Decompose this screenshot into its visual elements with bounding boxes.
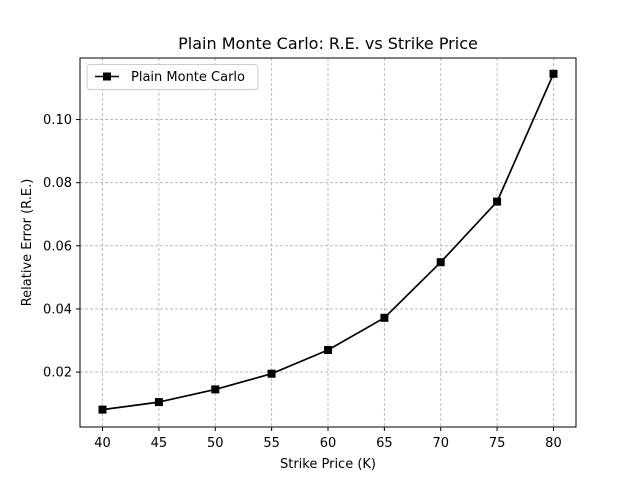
x-tick-label: 80 <box>545 436 562 451</box>
data-point-marker <box>380 313 389 322</box>
data-point-marker <box>98 405 107 414</box>
legend: Plain Monte Carlo <box>86 64 259 90</box>
data-point-marker <box>549 69 558 78</box>
x-tick-label: 70 <box>432 436 449 451</box>
legend-label: Plain Monte Carlo <box>131 70 245 85</box>
data-point-marker <box>267 369 276 378</box>
y-axis: 0.02 0.04 0.06 0.08 0.10 <box>43 113 80 381</box>
chart-title: Plain Monte Carlo: R.E. vs Strike Price <box>178 34 478 53</box>
data-point-marker <box>211 385 220 394</box>
x-tick-label: 65 <box>376 436 393 451</box>
y-tick-label: 0.08 <box>43 176 72 191</box>
data-point-marker <box>436 258 445 267</box>
legend-box <box>86 64 259 90</box>
x-axis: 40 45 50 55 60 65 70 75 80 <box>94 427 562 451</box>
series-layer <box>98 69 558 414</box>
y-axis-title: Relative Error (R.E.) <box>20 179 35 307</box>
y-tick-label: 0.02 <box>43 366 72 381</box>
y-tick-label: 0.06 <box>43 239 72 254</box>
x-tick-label: 75 <box>489 436 506 451</box>
legend-marker-square <box>103 72 111 81</box>
data-point-marker <box>324 346 332 354</box>
x-tick-label: 50 <box>207 436 224 451</box>
y-tick-label: 0.04 <box>43 302 72 317</box>
grid <box>80 58 576 427</box>
x-tick-label: 60 <box>320 436 337 451</box>
y-tick-label: 0.10 <box>43 113 72 128</box>
data-point-marker <box>493 197 502 206</box>
x-axis-title: Strike Price (K) <box>280 457 376 472</box>
x-tick-label: 40 <box>94 436 111 451</box>
x-tick-label: 55 <box>263 436 280 451</box>
x-tick-label: 45 <box>151 436 168 451</box>
data-point-marker <box>154 398 163 407</box>
